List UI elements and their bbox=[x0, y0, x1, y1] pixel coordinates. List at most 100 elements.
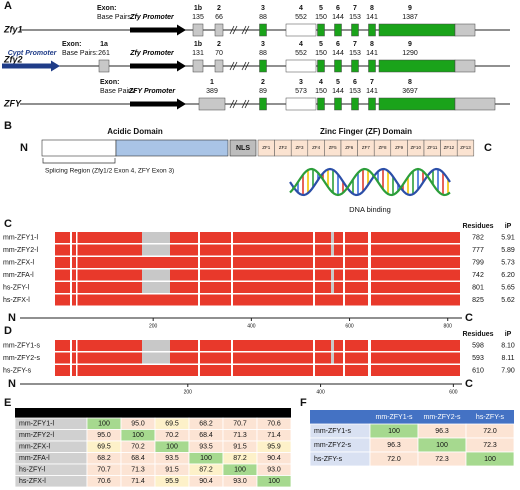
row-name: hs-ZFY-s bbox=[3, 367, 32, 374]
cell-value: 70.6 bbox=[267, 421, 281, 428]
cell-value: 100 bbox=[436, 442, 448, 449]
alignment-gap bbox=[231, 269, 233, 281]
cell-value: 90.4 bbox=[199, 478, 213, 485]
bp-label: Base Pairs: bbox=[62, 50, 98, 57]
row-label: mm-ZFY1-s bbox=[314, 428, 351, 435]
alignment-gap bbox=[343, 282, 345, 293]
exon-number: 2 bbox=[217, 5, 221, 12]
c-terminus: C bbox=[465, 378, 473, 390]
residues-header: Residues bbox=[462, 223, 493, 230]
exon bbox=[351, 59, 359, 73]
alignment-gap bbox=[231, 232, 233, 243]
zf-label: ZF2 bbox=[279, 145, 287, 150]
exon-number: 1 bbox=[210, 79, 214, 86]
zf-label: ZF1 bbox=[262, 145, 270, 150]
alignment-gap bbox=[313, 232, 315, 243]
exon bbox=[259, 97, 267, 111]
row-name: mm-ZFA-l bbox=[3, 272, 34, 279]
cell-value: 71.3 bbox=[233, 432, 247, 439]
alignment-gap bbox=[331, 352, 334, 364]
alignment-gap bbox=[76, 352, 78, 364]
cell-value: 68.2 bbox=[97, 455, 111, 462]
zf-domain-label: Zinc Finger (ZF) Domain bbox=[320, 127, 412, 136]
cell-value: 69.5 bbox=[165, 421, 179, 428]
alignment-bar bbox=[55, 232, 460, 243]
alignment-gap bbox=[343, 365, 345, 376]
row-label: mm-ZFA-l bbox=[19, 455, 50, 462]
alignment-gap bbox=[231, 244, 233, 256]
alignment-gap bbox=[313, 294, 315, 306]
promoter-arrow bbox=[130, 98, 186, 110]
alignment-gap bbox=[76, 269, 78, 281]
exon-bp: 144 bbox=[332, 88, 344, 95]
exon bbox=[378, 23, 456, 37]
exon-number: 3 bbox=[261, 41, 265, 48]
alignment-gap bbox=[368, 269, 371, 281]
alignment-gap bbox=[70, 269, 72, 281]
alignment-gap bbox=[343, 294, 345, 306]
panel-label: A bbox=[4, 0, 12, 12]
exon-number: 3 bbox=[299, 79, 303, 86]
c-terminus: C bbox=[465, 312, 473, 324]
promoter-arrow bbox=[2, 60, 60, 72]
ip-header: iP bbox=[505, 223, 512, 230]
alignment-gap bbox=[368, 294, 371, 306]
cell-value: 93.5 bbox=[165, 455, 179, 462]
alignment-gap bbox=[231, 365, 233, 376]
exon-number: 8 bbox=[408, 79, 412, 86]
panel-label: E bbox=[4, 397, 11, 409]
exon bbox=[317, 97, 325, 111]
promoter-arrow bbox=[130, 60, 186, 72]
cell-value: 72.3 bbox=[483, 442, 497, 449]
row-name: mm-ZFX-l bbox=[3, 259, 35, 266]
exon-number: 6 bbox=[353, 79, 357, 86]
gene-name: Zfy2 bbox=[3, 54, 23, 64]
alignment-gap bbox=[368, 257, 371, 268]
promoter-label: Zfy Promoter bbox=[129, 50, 175, 57]
alignment-gap bbox=[70, 232, 72, 243]
row-label: mm-ZFY2-l bbox=[19, 432, 54, 439]
exon-bp: 135 bbox=[192, 14, 204, 21]
cell-value: 100 bbox=[98, 421, 110, 428]
gene-name: Zfy1 bbox=[3, 24, 23, 34]
alignment-gap bbox=[331, 282, 334, 293]
ip: 8.10 bbox=[501, 342, 515, 349]
alignment-gap bbox=[368, 282, 371, 293]
promoter-label: ZFY Promoter bbox=[128, 88, 176, 95]
exon-bp: 88 bbox=[259, 14, 267, 21]
alignment-gap bbox=[142, 352, 170, 364]
alignment-gap bbox=[368, 244, 371, 256]
bp-label: Base Pairs: bbox=[100, 88, 136, 95]
zf-label: ZF4 bbox=[312, 145, 320, 150]
residues: 598 bbox=[472, 342, 484, 349]
tick-label: 200 bbox=[149, 323, 158, 329]
zf-label: ZF6 bbox=[345, 145, 353, 150]
ip-header: iP bbox=[505, 331, 512, 338]
alignment-gap bbox=[76, 232, 78, 243]
exon bbox=[285, 97, 317, 111]
cell-value: 70.7 bbox=[233, 421, 247, 428]
alignment-gap bbox=[70, 294, 72, 306]
exon-label: Exon: bbox=[100, 79, 119, 86]
exon-bp: 150 bbox=[315, 50, 327, 57]
utr bbox=[454, 59, 476, 73]
alignment-gap bbox=[198, 257, 200, 268]
ip: 5.73 bbox=[501, 259, 515, 266]
exon bbox=[351, 23, 359, 37]
alignment-gap bbox=[313, 340, 315, 351]
tick-label: 400 bbox=[247, 323, 256, 329]
exon-label: Exon: bbox=[62, 41, 81, 48]
exon bbox=[334, 59, 342, 73]
alignment-gap bbox=[231, 294, 233, 306]
table-header bbox=[15, 408, 291, 418]
panel-label: D bbox=[4, 325, 12, 337]
residues-header: Residues bbox=[462, 331, 493, 338]
cell-value: 70.6 bbox=[97, 478, 111, 485]
cell-value: 91.5 bbox=[165, 467, 179, 474]
row-name: mm-ZFY1-l bbox=[3, 234, 38, 241]
alignment-gap bbox=[76, 282, 78, 293]
nls bbox=[229, 139, 257, 157]
ip: 8.11 bbox=[501, 355, 514, 362]
cell-value: 72.3 bbox=[435, 456, 449, 463]
